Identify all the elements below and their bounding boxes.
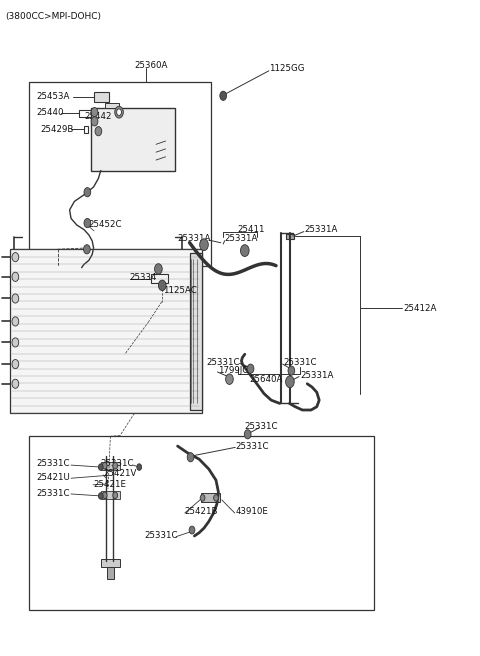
Circle shape (137, 464, 142, 470)
Text: 25331C: 25331C (36, 459, 70, 468)
Bar (91, 108, 175, 171)
Text: 25421B: 25421B (185, 507, 218, 516)
Text: 25331C: 25331C (283, 358, 317, 367)
Bar (94, 92, 109, 102)
Text: 25640A: 25640A (250, 375, 283, 384)
Bar (201, 493, 220, 502)
Text: 25331A: 25331A (305, 225, 338, 234)
Text: 25331C: 25331C (144, 531, 178, 541)
Bar (190, 253, 202, 410)
Bar (286, 234, 294, 239)
Circle shape (12, 359, 19, 369)
Circle shape (102, 492, 107, 499)
Circle shape (12, 272, 19, 281)
Circle shape (91, 108, 98, 117)
Text: 25331C: 25331C (101, 459, 134, 468)
Circle shape (117, 109, 121, 115)
Circle shape (158, 280, 166, 291)
Bar (105, 103, 119, 108)
Text: 25442: 25442 (84, 112, 111, 121)
Circle shape (200, 239, 208, 251)
Text: 25331C: 25331C (235, 441, 269, 451)
Circle shape (95, 127, 102, 136)
Text: 25331C: 25331C (36, 489, 70, 498)
Text: 25452C: 25452C (89, 220, 122, 229)
Bar (101, 462, 120, 470)
Circle shape (187, 453, 194, 462)
Text: 25334: 25334 (130, 273, 157, 282)
Circle shape (12, 338, 19, 347)
Circle shape (102, 462, 107, 469)
Text: 25411: 25411 (238, 225, 265, 234)
Text: 1125AC: 1125AC (163, 286, 197, 295)
Circle shape (113, 462, 118, 469)
Circle shape (286, 376, 294, 388)
Circle shape (84, 188, 91, 197)
Circle shape (214, 495, 218, 501)
Bar (29, 82, 211, 266)
Text: 25331A: 25331A (300, 371, 334, 380)
Bar (10, 249, 202, 413)
Circle shape (98, 493, 103, 499)
Circle shape (12, 317, 19, 326)
Circle shape (244, 430, 251, 439)
Circle shape (12, 379, 19, 388)
Circle shape (12, 253, 19, 262)
Bar (107, 567, 114, 579)
Text: 25421U: 25421U (36, 473, 70, 482)
Bar (101, 559, 120, 567)
Bar (79, 110, 98, 117)
Circle shape (226, 374, 233, 384)
Circle shape (98, 464, 103, 470)
Circle shape (84, 245, 90, 254)
Circle shape (115, 106, 123, 118)
Bar (101, 491, 120, 499)
Circle shape (113, 492, 118, 499)
Text: 1799JG: 1799JG (218, 366, 250, 375)
Text: 25453A: 25453A (36, 92, 70, 101)
Text: 25360A: 25360A (134, 61, 168, 70)
Circle shape (155, 264, 162, 274)
Text: 25421V: 25421V (103, 469, 137, 478)
Circle shape (189, 526, 195, 534)
Text: 25331C: 25331C (245, 422, 278, 431)
Text: (3800CC>MPI-DOHC): (3800CC>MPI-DOHC) (5, 12, 101, 21)
Text: 25421E: 25421E (94, 480, 127, 489)
Text: 25412A: 25412A (403, 304, 437, 313)
Text: 43910E: 43910E (235, 507, 268, 516)
Bar (151, 274, 168, 283)
Text: 25331A: 25331A (225, 234, 258, 243)
Bar (29, 436, 374, 610)
Circle shape (84, 218, 91, 228)
Text: 25331C: 25331C (206, 358, 240, 367)
Text: 25331A: 25331A (178, 234, 211, 243)
Text: 25429B: 25429B (41, 125, 74, 134)
Circle shape (240, 245, 249, 256)
Bar (84, 126, 88, 133)
Circle shape (12, 294, 19, 303)
Text: 25440: 25440 (36, 108, 63, 117)
Circle shape (288, 366, 295, 375)
Circle shape (247, 364, 254, 373)
Circle shape (91, 117, 98, 126)
Circle shape (200, 495, 205, 501)
Circle shape (220, 91, 227, 100)
Text: 1125GG: 1125GG (269, 64, 304, 73)
